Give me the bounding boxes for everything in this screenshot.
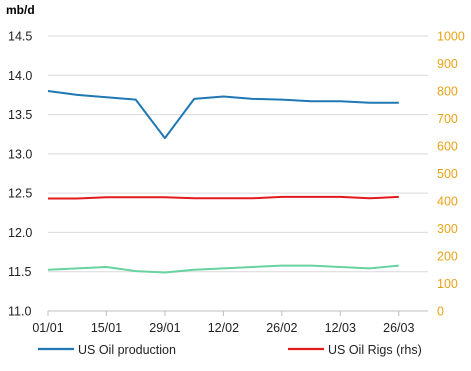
chart-title: mb/d (6, 3, 35, 17)
right-tick-label: 500 (437, 167, 458, 181)
x-tick-label: 12/03 (325, 321, 356, 335)
x-tick-label: 15/01 (91, 321, 122, 335)
right-tick-label: 600 (437, 140, 458, 154)
left-tick-label: 12.0 (8, 226, 32, 240)
left-axis-ticks: 14.5 14.0 13.5 13.0 12.5 12.0 11.5 11.0 (8, 30, 32, 319)
right-tick-label: 300 (437, 222, 458, 236)
series-line-0 (47, 90, 399, 140)
legend-label-0: US Oil production (78, 343, 176, 357)
x-tick-label: 01/01 (32, 321, 63, 335)
left-tick-label: 14.0 (8, 69, 32, 83)
right-tick-label: 200 (437, 250, 458, 264)
left-tick-label: 12.5 (8, 187, 32, 201)
right-tick-label: 0 (437, 305, 444, 319)
gridlines (48, 35, 428, 312)
series-lines (47, 90, 399, 274)
series-line-2 (47, 264, 399, 274)
right-tick-label: 100 (437, 277, 458, 291)
left-tick-label: 11.0 (8, 305, 31, 319)
x-tick-label: 12/02 (208, 321, 239, 335)
left-tick-label: 14.5 (8, 30, 32, 44)
left-tick-label: 13.5 (8, 108, 32, 122)
right-tick-label: 700 (437, 112, 458, 126)
legend-label-1: US Oil Rigs (rhs) (328, 343, 422, 357)
right-tick-label: 800 (437, 85, 458, 99)
right-tick-label: 1000 (437, 30, 465, 44)
x-tick-label: 26/03 (383, 321, 414, 335)
left-tick-label: 13.0 (8, 147, 32, 161)
right-tick-label: 900 (437, 57, 458, 71)
x-tick-label: 29/01 (149, 321, 180, 335)
series-line-1 (48, 195, 399, 200)
x-axis: 01/01 15/01 29/01 12/02 26/02 12/03 26/03 (32, 311, 414, 335)
right-tick-label: 400 (437, 195, 458, 209)
x-tick-label: 26/02 (266, 321, 297, 335)
left-tick-label: 11.5 (8, 265, 31, 279)
